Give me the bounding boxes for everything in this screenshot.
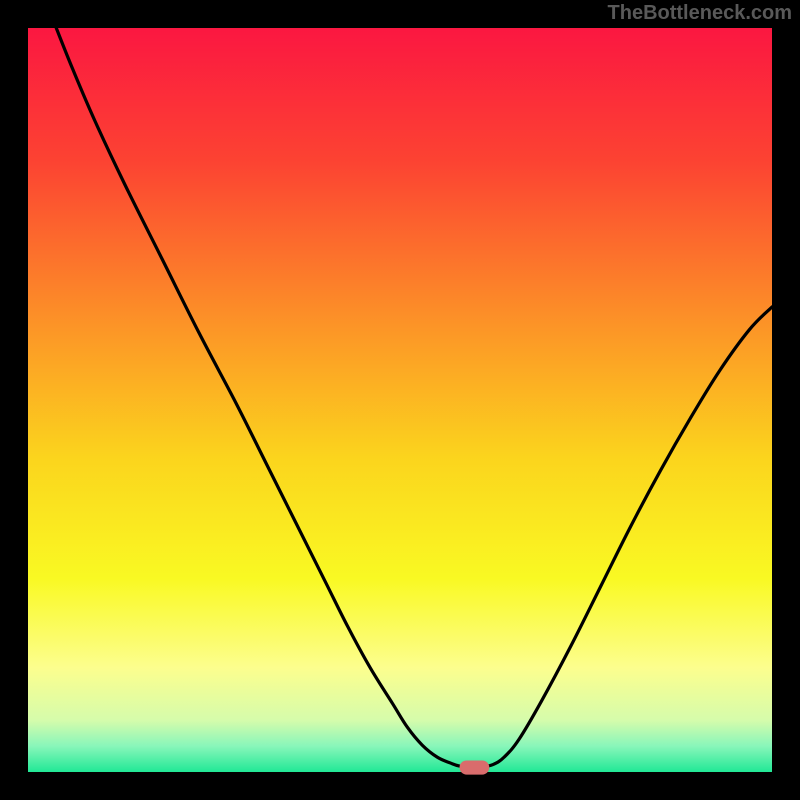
bottleneck-chart (0, 0, 800, 800)
minimum-marker (460, 760, 490, 774)
attribution-text: TheBottleneck.com (608, 2, 792, 25)
plot-background (28, 28, 772, 772)
